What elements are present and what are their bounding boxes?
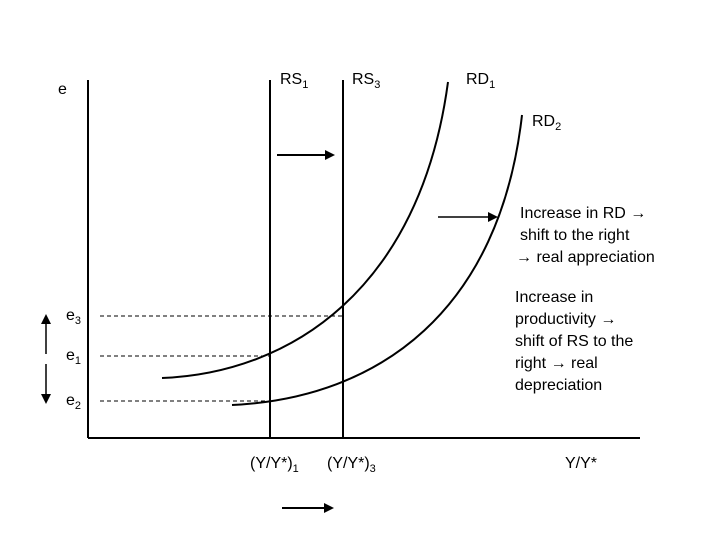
rd1-label: RD1 (466, 71, 495, 91)
y-axis-label: e (58, 81, 67, 98)
e3-label: e3 (66, 307, 81, 327)
e1-label: e1 (66, 347, 81, 367)
rd2-curve (231, 114, 523, 406)
yy1-label: (Y/Y*)1 (250, 455, 299, 475)
rs3-label: RS3 (352, 71, 380, 91)
rd1-curve (161, 81, 449, 379)
rd2-label: RD2 (532, 113, 561, 133)
x-axis-label: Y/Y* (565, 455, 597, 472)
rd-shift-note: Increase in RD → shift to the right → re… (516, 205, 655, 266)
yy3-label: (Y/Y*)3 (327, 455, 376, 475)
productivity-note: Increase in productivity → shift of RS t… (515, 289, 638, 394)
rs1-label: RS1 (280, 71, 308, 91)
e2-label: e2 (66, 392, 81, 412)
